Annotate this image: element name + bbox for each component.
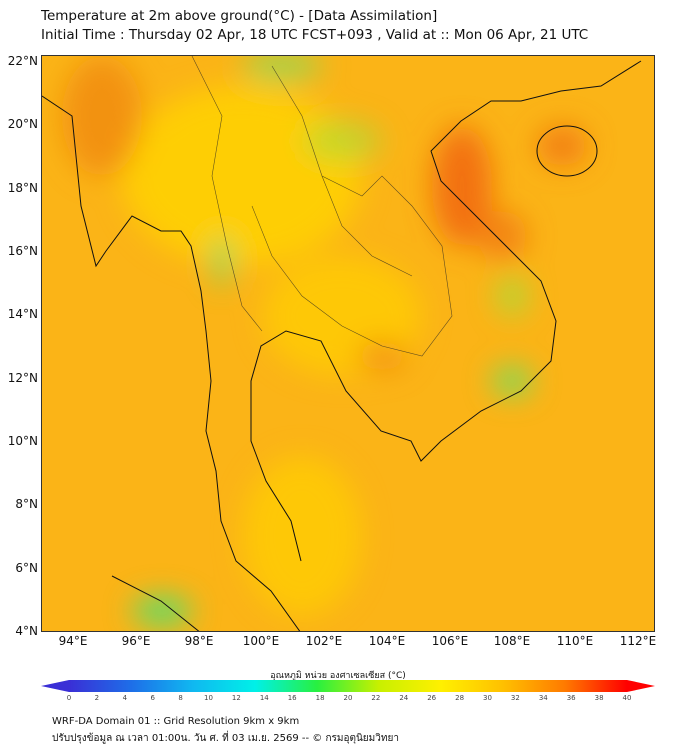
colorbar xyxy=(41,680,655,692)
lat-label: 16°N xyxy=(7,244,38,258)
colorbar-tick-label: 2 xyxy=(94,694,100,702)
temperature-map xyxy=(41,55,655,632)
lon-label: 94°E xyxy=(58,634,88,648)
colorbar-tick-label: 20 xyxy=(343,694,353,702)
lat-label: 20°N xyxy=(7,117,38,131)
lat-label: 4°N xyxy=(15,624,38,638)
colorbar-tick-label: 26 xyxy=(427,694,437,702)
lon-label: 106°E xyxy=(431,634,469,648)
lat-label: 18°N xyxy=(7,181,38,195)
colorbar-tick-label: 8 xyxy=(178,694,183,702)
map-subtitle: Initial Time : Thursday 02 Apr, 18 UTC F… xyxy=(41,27,589,43)
colorbar-tick-label: 22 xyxy=(371,694,381,702)
colorbar-label: อุณหภูมิ หน่วย องศาเซลเซียส (°C) xyxy=(270,671,406,681)
colorbar-tick-label: 14 xyxy=(259,694,269,702)
lon-label: 112°E xyxy=(619,634,657,648)
lon-label: 98°E xyxy=(184,634,214,648)
colorbar-tick-label: 4 xyxy=(122,694,128,702)
temperature-field xyxy=(42,56,654,631)
lat-label: 22°N xyxy=(7,54,38,68)
lon-label: 108°E xyxy=(493,634,531,648)
colorbar-min-arrow xyxy=(41,680,69,692)
colorbar-tick-label: 32 xyxy=(510,694,520,702)
lat-label: 8°N xyxy=(15,497,38,511)
colorbar-tick-label: 10 xyxy=(204,694,213,702)
footer-update-info: ปรับปรุงข้อมูล ณ เวลา 01:00น. วัน ศ. ที่… xyxy=(52,733,399,744)
colorbar-tick-label: 24 xyxy=(399,694,409,702)
lon-label: 104°E xyxy=(368,634,406,648)
colorbar-tick-label: 16 xyxy=(287,694,297,702)
coastlines xyxy=(42,60,642,631)
colorbar-tick-label: 28 xyxy=(455,694,465,702)
colorbar-max-arrow xyxy=(627,680,655,692)
lat-label: 14°N xyxy=(7,307,38,321)
colorbar-tick-label: 36 xyxy=(566,694,576,702)
colorbar-tick-label: 30 xyxy=(483,694,492,702)
lon-label: 96°E xyxy=(121,634,151,648)
colorbar-tick-label: 34 xyxy=(538,694,548,702)
lon-label: 102°E xyxy=(305,634,343,648)
lon-label: 110°E xyxy=(556,634,594,648)
footer-model-info: WRF-DA Domain 01 :: Grid Resolution 9km … xyxy=(52,716,300,727)
lat-label: 12°N xyxy=(7,371,38,385)
colorbar-tick-label: 18 xyxy=(315,694,325,702)
lon-label: 100°E xyxy=(242,634,280,648)
borders xyxy=(191,56,453,357)
lat-label: 10°N xyxy=(7,434,38,448)
colorbar-tick-label: 38 xyxy=(594,694,604,702)
lat-label: 6°N xyxy=(15,561,38,575)
colorbar-tick-label: 0 xyxy=(66,694,72,702)
colorbar-tick-label: 6 xyxy=(150,694,155,702)
map-title: Temperature at 2m above ground(°C) - [Da… xyxy=(41,8,438,24)
colorbar-gradient xyxy=(69,680,627,692)
colorbar-tick-label: 40 xyxy=(622,694,632,702)
colorbar-tick-label: 12 xyxy=(231,694,241,702)
